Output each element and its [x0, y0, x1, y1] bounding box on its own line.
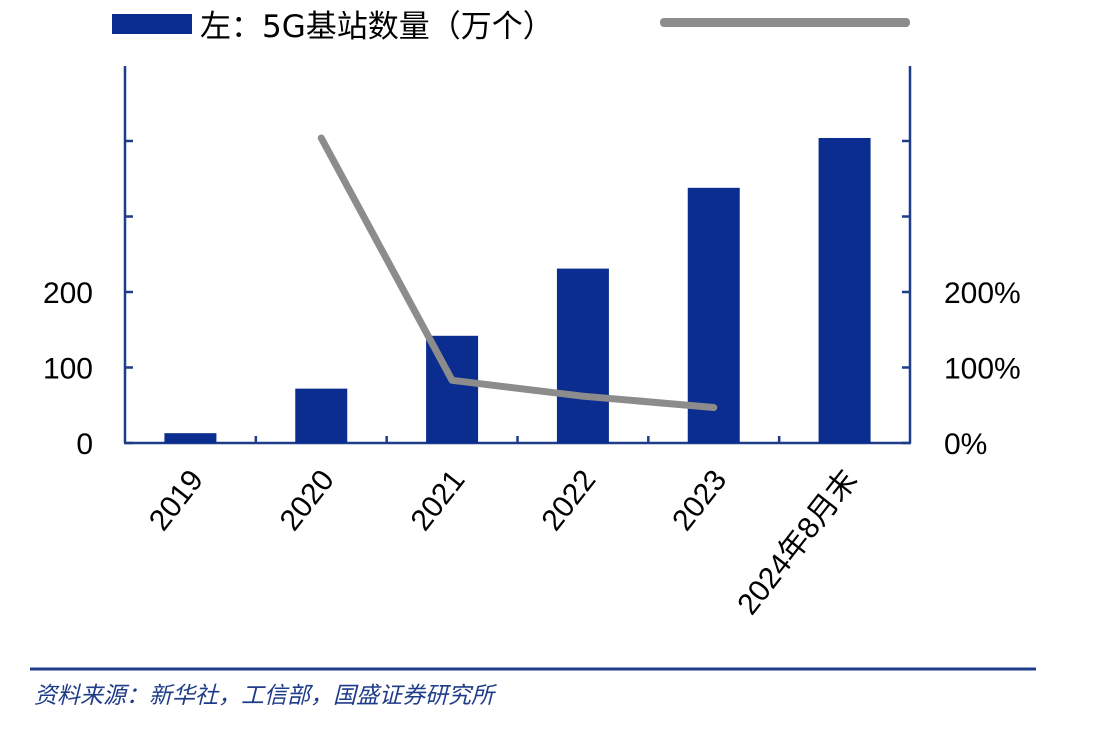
bar-2022	[556, 268, 609, 443]
left-tick-label: 0	[76, 428, 93, 461]
legend-line-swatch	[660, 18, 910, 27]
category-label: 2023	[666, 464, 733, 537]
category-label: 2024年8月末	[731, 464, 864, 621]
right-tick-label: 200%	[944, 277, 1021, 310]
legend-bar-label: 左：5G基站数量（万个）	[200, 9, 554, 45]
x-axis-ticks	[254, 436, 781, 443]
bar-2020	[295, 388, 348, 443]
bar-2023	[687, 187, 740, 443]
left-tick-label: 100	[43, 353, 93, 386]
line-path	[317, 134, 718, 412]
right-tick-label: 100%	[944, 353, 1021, 386]
legend-bar-swatch	[112, 14, 192, 34]
right-axis-ticks: 0% 100% 200%	[902, 139, 1021, 461]
line-series	[317, 134, 718, 412]
bar-2024年8月末	[818, 137, 871, 444]
bar-2019	[164, 433, 217, 443]
bar-series	[164, 137, 871, 444]
category-label: 2019	[143, 464, 210, 537]
left-axis-ticks: 0 100 200	[43, 139, 133, 461]
left-tick-label: 200	[43, 277, 93, 310]
category-label: 2020	[274, 464, 341, 537]
right-tick-label: 0%	[944, 428, 987, 461]
source-note: 资料来源：新华社，工信部，国盛证券研究所	[34, 683, 494, 709]
category-label: 2021	[404, 464, 471, 537]
category-label: 2022	[535, 464, 602, 537]
legend: 左：5G基站数量（万个）	[112, 9, 910, 45]
